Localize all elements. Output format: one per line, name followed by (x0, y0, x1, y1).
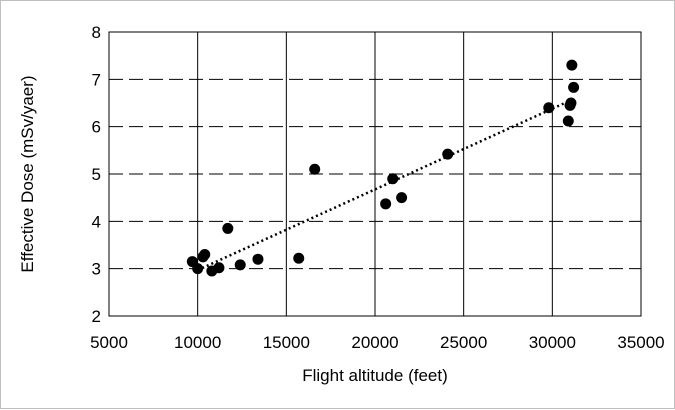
y-tick-label-5: 7 (92, 70, 101, 89)
y-axis-title: Effective Dose (mSv/yaer) (18, 75, 37, 272)
x-tick-labels: 5000 10000 15000 20000 25000 30000 35000 (90, 333, 665, 352)
data-point-11 (380, 198, 392, 210)
data-point-7 (234, 259, 246, 271)
x-tick-label-5: 30000 (529, 333, 576, 352)
data-point-1 (192, 263, 204, 275)
data-point-3 (199, 248, 211, 260)
data-point-19 (566, 59, 578, 71)
data-point-14 (442, 148, 454, 160)
data-point-20 (568, 81, 580, 93)
y-tick-label-0: 2 (92, 307, 101, 326)
data-point-18 (565, 97, 577, 109)
y-tick-labels: 2 3 4 5 6 7 8 (92, 23, 101, 326)
plot-area (108, 31, 642, 317)
y-tick-label-3: 5 (92, 165, 101, 184)
data-point-13 (396, 192, 408, 204)
data-point-8 (252, 253, 264, 265)
x-tick-label-1: 10000 (174, 333, 221, 352)
y-tick-label-6: 8 (92, 23, 101, 42)
grid-lines (109, 32, 641, 316)
x-tick-label-6: 35000 (617, 333, 664, 352)
x-tick-label-4: 25000 (440, 333, 487, 352)
x-tick-label-3: 20000 (351, 333, 398, 352)
data-point-5 (213, 262, 225, 274)
x-tick-label-2: 15000 (263, 333, 310, 352)
y-tick-label-4: 6 (92, 118, 101, 137)
data-point-6 (222, 222, 234, 234)
data-point-15 (543, 102, 555, 114)
data-points (186, 59, 580, 277)
data-point-12 (387, 173, 399, 185)
x-tick-label-0: 5000 (90, 333, 128, 352)
data-point-16 (562, 115, 574, 127)
data-point-10 (309, 163, 321, 175)
y-tick-label-1: 3 (92, 260, 101, 279)
y-tick-label-2: 4 (92, 212, 101, 231)
data-point-9 (293, 252, 305, 264)
x-axis-title: Flight altitude (feet) (302, 366, 448, 385)
trendline (197, 99, 571, 272)
